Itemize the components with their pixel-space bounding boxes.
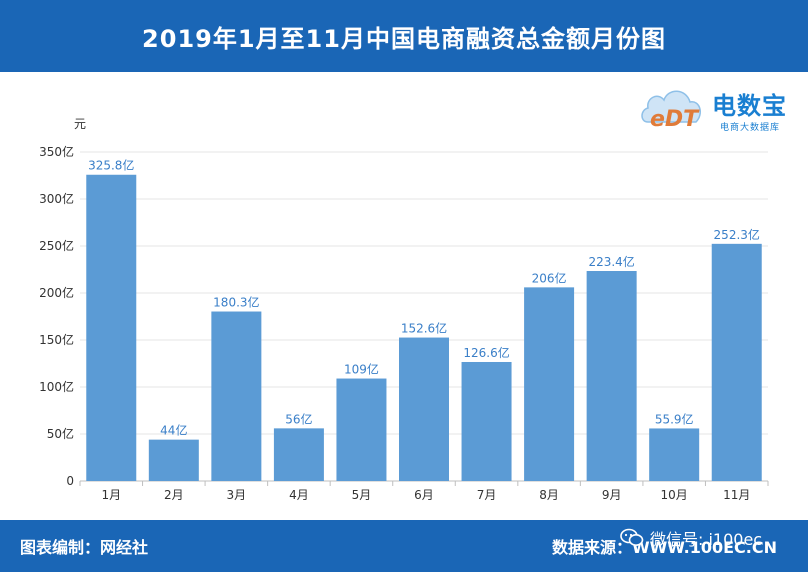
data-label: 223.4亿 bbox=[588, 254, 634, 269]
y-tick-label: 350亿 bbox=[39, 144, 74, 159]
footer-bar: 图表编制：网经社 数据来源：WWW.100EC.CN bbox=[0, 520, 808, 572]
bar bbox=[711, 243, 762, 481]
y-axis-unit-label: 元 bbox=[74, 117, 86, 131]
bar bbox=[586, 271, 637, 481]
bar bbox=[86, 174, 137, 482]
logo-mark: eDT bbox=[650, 107, 700, 132]
x-tick-label: 3月 bbox=[227, 488, 247, 502]
x-tick-label: 2月 bbox=[164, 488, 184, 502]
data-label: 152.6亿 bbox=[401, 321, 447, 336]
x-tick-label: 9月 bbox=[602, 488, 622, 502]
bar bbox=[148, 439, 199, 481]
bar bbox=[399, 337, 449, 481]
y-tick-label: 300亿 bbox=[39, 191, 74, 206]
y-tick-label: 200亿 bbox=[39, 285, 74, 300]
data-label: 55.9亿 bbox=[655, 411, 694, 426]
data-source: 数据来源：WWW.100EC.CN bbox=[552, 538, 778, 557]
data-label: 44亿 bbox=[160, 423, 187, 438]
data-label: 126.6亿 bbox=[463, 345, 509, 360]
y-tick-label: 150亿 bbox=[39, 332, 74, 347]
x-tick-label: 1月 bbox=[101, 488, 121, 502]
bar bbox=[524, 287, 575, 481]
wechat-icon bbox=[620, 528, 644, 546]
logo-brand: 电数宝 bbox=[712, 92, 787, 120]
x-tick-label: 11月 bbox=[723, 488, 750, 502]
bar bbox=[461, 361, 512, 481]
data-label: 109亿 bbox=[344, 362, 379, 377]
bar-chart: 元 0 50亿 100亿 150亿 200亿 250亿 300亿 350亿 325.8亿 44亿… bbox=[39, 117, 769, 502]
x-tick-label: 8月 bbox=[539, 488, 559, 502]
bar bbox=[336, 378, 387, 481]
data-label: 56亿 bbox=[285, 411, 312, 426]
chart-title: 2019年1月至11月中国电商融资总金额月份图 bbox=[142, 24, 666, 53]
chart-credit: 图表编制：网经社 bbox=[20, 538, 149, 557]
y-tick-label: 50亿 bbox=[47, 426, 74, 441]
data-label: 325.8亿 bbox=[88, 158, 134, 173]
y-tick-label: 250亿 bbox=[39, 238, 74, 253]
bar bbox=[649, 428, 700, 481]
y-tick-label: 100亿 bbox=[39, 379, 74, 394]
x-tick-label: 10月 bbox=[661, 488, 688, 502]
wechat-watermark: 微信号: i100ec bbox=[620, 526, 762, 550]
bar bbox=[273, 428, 324, 481]
data-label: 180.3亿 bbox=[213, 295, 259, 310]
x-tick-label: 4月 bbox=[289, 488, 309, 502]
y-tick-label: 0 bbox=[66, 474, 74, 488]
chart-header: 2019年1月至11月中国电商融资总金额月份图 bbox=[0, 0, 808, 72]
x-tick-label: 5月 bbox=[352, 488, 372, 502]
edt-logo-icon: eDT bbox=[641, 90, 701, 132]
logo-subtitle: 电商大数据库 bbox=[720, 123, 781, 133]
x-tick-label: 7月 bbox=[477, 488, 497, 502]
data-label: 252.3亿 bbox=[714, 227, 760, 242]
x-tick-label: 6月 bbox=[414, 488, 434, 502]
wechat-id: 微信号: i100ec bbox=[650, 530, 763, 549]
bar bbox=[211, 311, 262, 481]
data-label: 206亿 bbox=[532, 270, 567, 285]
